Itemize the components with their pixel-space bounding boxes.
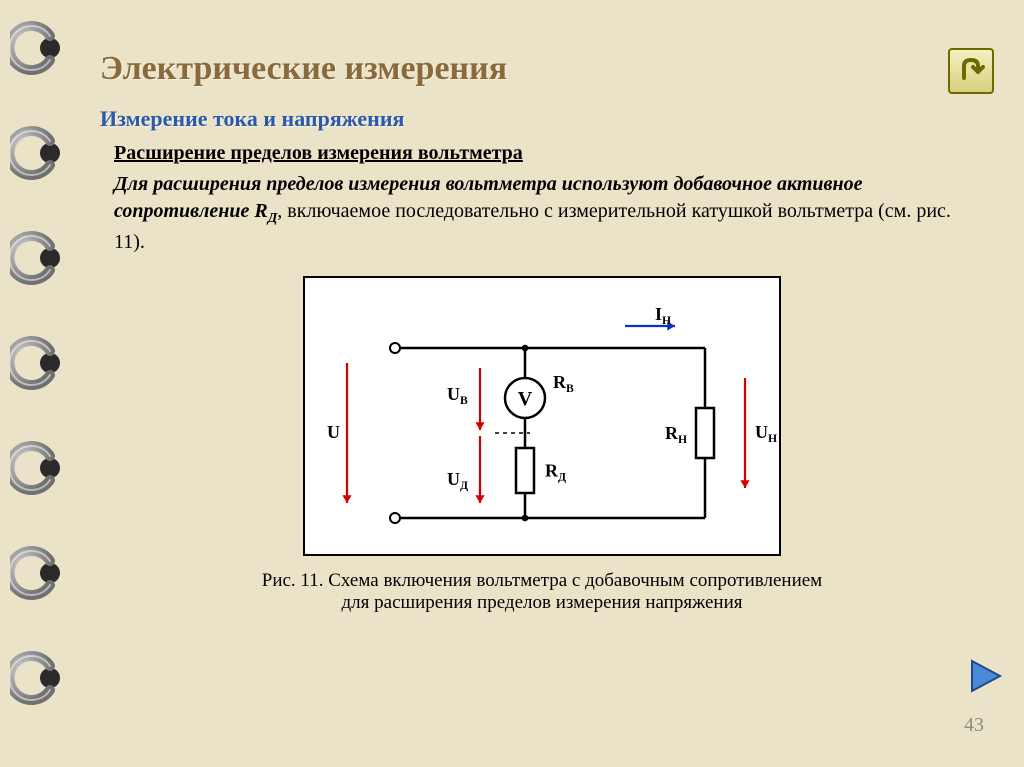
section-heading: Расширение пределов измерения вольтметра (114, 142, 984, 165)
svg-text:UВ: UВ (447, 384, 468, 407)
page-number: 43 (964, 714, 984, 737)
svg-text:RВ: RВ (553, 372, 574, 395)
para-symbol: RД (254, 200, 277, 222)
figure-caption: Рис. 11. Схема включения вольтметра с до… (100, 570, 984, 614)
page-title: Электрические измерения (100, 50, 984, 88)
svg-text:RН: RН (665, 423, 687, 446)
paragraph: Для расширения пределов измерения вольтм… (114, 171, 984, 256)
svg-text:V: V (518, 388, 533, 410)
page-subtitle: Измерение тока и напряжения (100, 106, 984, 132)
play-icon (964, 655, 1006, 697)
spiral-binder (0, 0, 80, 767)
svg-text:U: U (327, 422, 340, 442)
slide-content: Электрические измерения Измерение тока и… (100, 50, 984, 614)
circuit-diagram: V U UВ UД RВ RД RН UН = U IН (305, 278, 779, 554)
svg-text:UН = U: UН = U (755, 422, 779, 445)
svg-text:IН: IН (655, 304, 671, 327)
circuit-figure: V U UВ UД RВ RД RН UН = U IН (303, 276, 781, 556)
nav-next-button[interactable] (964, 655, 1006, 697)
svg-text:UД: UД (447, 469, 468, 492)
svg-text:RД: RД (545, 460, 566, 483)
